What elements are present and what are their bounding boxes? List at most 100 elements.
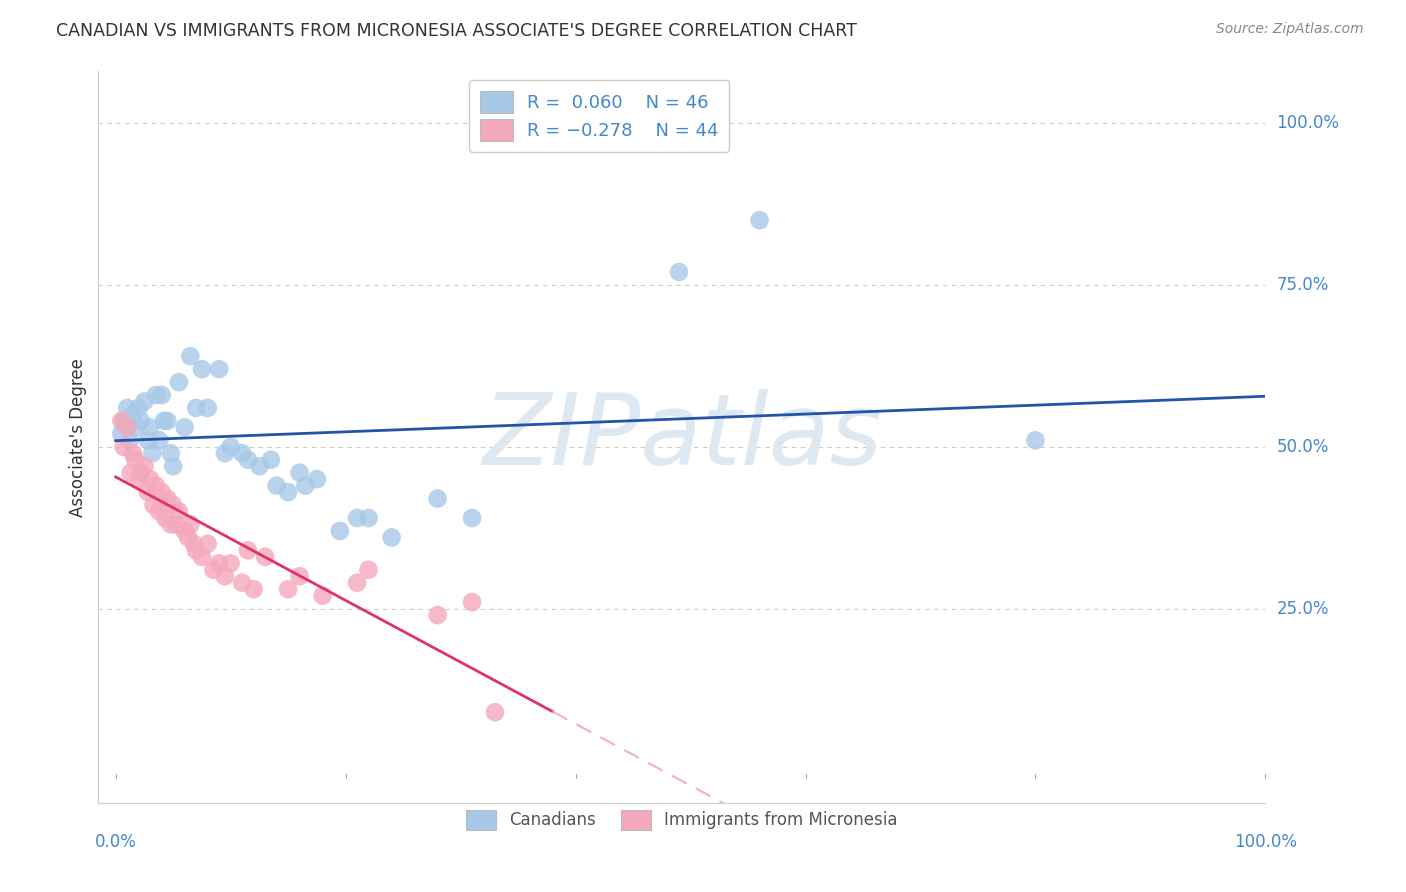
Text: 0.0%: 0.0% [94, 833, 136, 851]
Point [346, 575, 368, 590]
Point [110, 426, 132, 441]
Point [260, 452, 283, 467]
Point [142, 498, 165, 512]
Point [748, 213, 770, 227]
Point [129, 466, 152, 480]
Point [128, 401, 150, 415]
Point [191, 362, 214, 376]
Point [311, 589, 333, 603]
Point [277, 485, 299, 500]
Point [191, 549, 214, 564]
Point [115, 401, 138, 415]
Point [214, 569, 236, 583]
Point [179, 349, 201, 363]
Point [156, 491, 179, 506]
Text: 100.0%: 100.0% [1277, 114, 1340, 132]
Point [183, 537, 205, 551]
Point [136, 485, 159, 500]
Text: 50.0%: 50.0% [1277, 438, 1329, 456]
Point [148, 504, 170, 518]
Point [139, 420, 162, 434]
Point [254, 549, 277, 564]
Point [277, 582, 299, 597]
Text: 25.0%: 25.0% [1277, 599, 1329, 617]
Point [125, 420, 148, 434]
Point [357, 563, 380, 577]
Point [150, 485, 173, 500]
Point [166, 517, 188, 532]
Point [668, 265, 690, 279]
Point [197, 537, 219, 551]
Point [128, 472, 150, 486]
Point [208, 557, 231, 571]
Point [236, 543, 259, 558]
Point [202, 563, 225, 577]
Point [153, 511, 176, 525]
Point [167, 504, 190, 518]
Point [305, 472, 328, 486]
Point [461, 511, 484, 525]
Text: CANADIAN VS IMMIGRANTS FROM MICRONESIA ASSOCIATE'S DEGREE CORRELATION CHART: CANADIAN VS IMMIGRANTS FROM MICRONESIA A… [56, 22, 858, 40]
Point [173, 420, 195, 434]
Point [110, 414, 132, 428]
Point [219, 557, 242, 571]
Text: 75.0%: 75.0% [1277, 276, 1329, 294]
Point [139, 472, 162, 486]
Point [461, 595, 484, 609]
Text: ZIPatlas: ZIPatlas [482, 389, 882, 485]
Point [118, 434, 141, 448]
Point [167, 375, 190, 389]
Point [242, 582, 264, 597]
Point [186, 543, 208, 558]
Point [145, 478, 167, 492]
Point [208, 362, 231, 376]
Point [346, 511, 368, 525]
Point [197, 401, 219, 415]
Point [294, 478, 316, 492]
Point [134, 459, 156, 474]
Point [141, 446, 163, 460]
Point [329, 524, 352, 538]
Point [288, 569, 311, 583]
Point [160, 517, 183, 532]
Point [153, 414, 176, 428]
Point [145, 388, 167, 402]
Point [156, 414, 179, 428]
Point [177, 530, 200, 544]
Point [173, 524, 195, 538]
Y-axis label: Associate's Degree: Associate's Degree [69, 358, 87, 516]
Point [122, 408, 145, 422]
Point [179, 517, 201, 532]
Point [357, 511, 380, 525]
Legend: Canadians, Immigrants from Micronesia: Canadians, Immigrants from Micronesia [457, 801, 907, 838]
Point [112, 414, 135, 428]
Point [160, 446, 183, 460]
Point [129, 414, 152, 428]
Text: 100.0%: 100.0% [1234, 833, 1296, 851]
Point [426, 608, 449, 623]
Point [112, 440, 135, 454]
Point [150, 388, 173, 402]
Point [236, 452, 259, 467]
Point [136, 434, 159, 448]
Point [426, 491, 449, 506]
Point [120, 466, 142, 480]
Point [124, 452, 146, 467]
Point [1024, 434, 1046, 448]
Point [231, 575, 253, 590]
Point [219, 440, 242, 454]
Point [122, 446, 145, 460]
Point [381, 530, 404, 544]
Point [134, 394, 156, 409]
Point [288, 466, 311, 480]
Point [162, 459, 184, 474]
Point [231, 446, 253, 460]
Point [484, 705, 506, 719]
Point [247, 459, 270, 474]
Point [186, 401, 208, 415]
Point [162, 498, 184, 512]
Text: Source: ZipAtlas.com: Source: ZipAtlas.com [1216, 22, 1364, 37]
Point [148, 434, 170, 448]
Point [266, 478, 288, 492]
Point [115, 420, 138, 434]
